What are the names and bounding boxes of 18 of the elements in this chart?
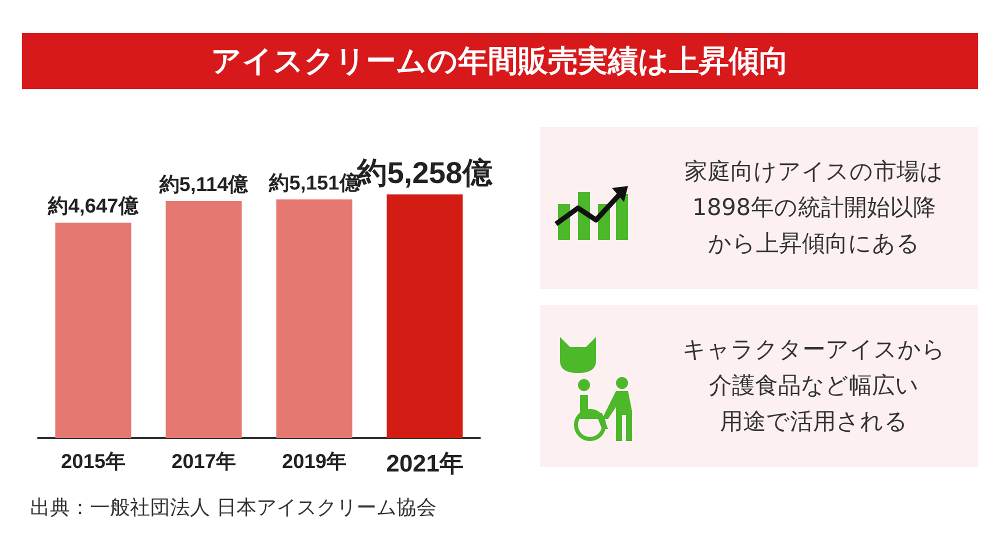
- bar: [55, 222, 132, 438]
- x-tick-label: 2017年: [172, 451, 236, 473]
- bar: [386, 194, 463, 438]
- text: 介護食品など幅広い: [708, 372, 920, 401]
- bar: [166, 201, 242, 438]
- text: から上昇傾向にある: [707, 230, 921, 259]
- text: 1898年の統計開始以降: [691, 194, 937, 223]
- data-label: 約4,647億: [47, 194, 140, 218]
- chart-title: アイスクリームの年間販売実績は上昇傾向: [22, 33, 978, 89]
- x-tick-label: 2015年: [61, 451, 126, 473]
- x-tick-label: 2021年: [386, 450, 464, 478]
- source-note: 出典：一般社団法人 日本アイスクリーム協会: [30, 494, 436, 521]
- x-tick-label: 2019年: [282, 451, 346, 473]
- text: 家庭向けアイスの市場は: [684, 158, 944, 187]
- data-label: 約5,114億: [158, 173, 250, 196]
- bar: [276, 199, 352, 438]
- text: キャラクターアイスから: [682, 336, 946, 365]
- text: 用途で活用される: [719, 408, 909, 437]
